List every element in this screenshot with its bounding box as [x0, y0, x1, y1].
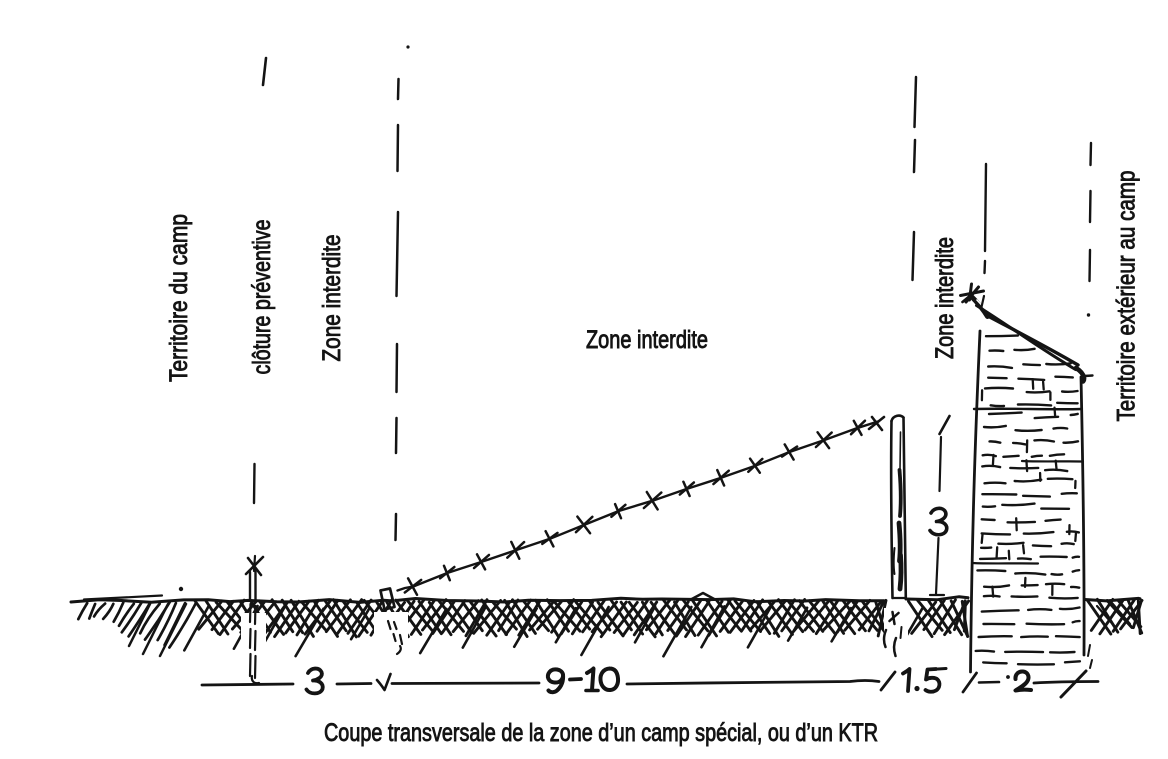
svg-text:Zone interdite: Zone interdite [318, 235, 346, 362]
svg-text:Zone interdite: Zone interdite [931, 237, 959, 359]
svg-text:clôture préventive: clôture préventive [248, 220, 276, 375]
svg-text:Zone interdite: Zone interdite [586, 326, 708, 354]
svg-text:Territoire extérieur au camp: Territoire extérieur au camp [1113, 171, 1141, 422]
svg-text:Territoire du camp: Territoire du camp [165, 214, 193, 382]
svg-text:Coupe transversale de la zone: Coupe transversale de la zone d’un camp … [324, 719, 878, 747]
